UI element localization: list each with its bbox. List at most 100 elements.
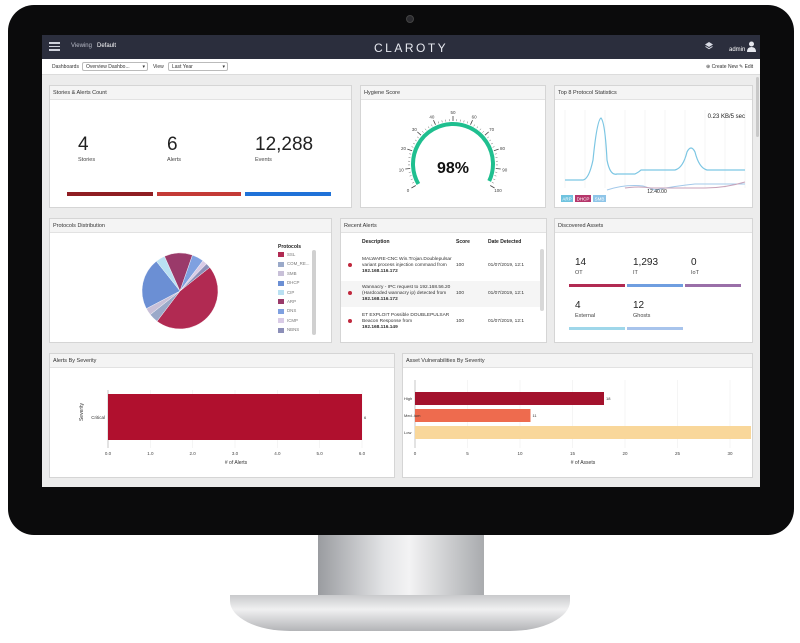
legend-item[interactable]: NBNS	[278, 327, 299, 333]
alert-ip: 192.168.116.149	[362, 325, 398, 330]
alerts-severity-chart: Severity Critical 6 0.0 1.0 2.0 3.0 4.0 5.0 6.0…	[79, 390, 367, 466]
legend-item[interactable]: ARP	[278, 299, 297, 305]
column-score[interactable]: Score	[456, 239, 470, 245]
gauge-tick	[407, 148, 413, 152]
asset-ot-count: 14	[575, 257, 587, 268]
gauge-tick	[489, 139, 492, 142]
legend-dhcp-swatch[interactable]	[575, 195, 591, 202]
alert-date: 01/07/2019, 12:1	[488, 319, 525, 324]
monitor-stand-neck	[318, 535, 484, 597]
dashboard-select[interactable]: Overview Dashbo... ▾	[82, 62, 148, 71]
view-select[interactable]: Last Year ▾	[168, 62, 228, 71]
view-select-value: Last Year	[172, 64, 193, 70]
alerts-stat[interactable]: 6 Alerts	[167, 134, 181, 163]
protocols-legend-title: Protocols	[278, 244, 302, 250]
asset-ot-bar	[569, 284, 625, 287]
hamburger-menu-icon[interactable]	[49, 42, 60, 51]
asset-external[interactable]: 4 External	[575, 300, 595, 319]
gauge-tick-label: 20	[401, 146, 407, 151]
viewing-value[interactable]: Default	[97, 43, 117, 49]
create-new-button[interactable]: ⊕ Create New	[706, 64, 738, 70]
x-tick-label: 3.0	[232, 451, 239, 456]
legend-item[interactable]: SSL	[278, 252, 295, 258]
asset-external-bar	[569, 327, 625, 330]
edit-button[interactable]: ✎ Edit	[739, 64, 754, 70]
column-description[interactable]: Description	[362, 239, 390, 245]
x-tick-label: 30	[727, 451, 733, 456]
x-tick-label: 10	[517, 451, 523, 456]
gauge-tick	[411, 146, 414, 148]
dashboards-label: Dashboards	[52, 64, 79, 70]
stories-label: Stories	[78, 157, 96, 163]
user-name[interactable]: admin	[729, 47, 746, 53]
alerts-by-severity-panel: Alerts By Severity Severity Critical 6 0.…	[49, 353, 395, 478]
x-tick-label: 1.0	[147, 451, 154, 456]
legend-label: DHCP	[287, 280, 300, 286]
table-row[interactable]: MALWARE-CNC Win.Trojan.Doublepulsar vari…	[341, 253, 541, 279]
asset-external-count: 4	[575, 300, 581, 311]
asset-it[interactable]: 1,293 IT	[633, 257, 658, 276]
legend-item[interactable]: DHCP	[278, 280, 300, 286]
rate-label: 0.23 KB/5 sec	[708, 114, 745, 120]
alert-score: 100	[456, 319, 465, 324]
gauge-arc	[411, 122, 495, 185]
stories-stat[interactable]: 4 Stories	[78, 134, 95, 163]
column-date-detected[interactable]: Date Detected	[488, 239, 522, 245]
x-tick-label: 25	[675, 451, 681, 456]
legend-swatch	[278, 280, 284, 286]
legend-item[interactable]: SMB	[278, 271, 297, 277]
events-stat[interactable]: 12,288 Events	[255, 134, 313, 163]
gauge-tick	[424, 128, 427, 131]
protocol-statistics-panel: Top 8 Protocol Statistics 0.23 KB/5 sec …	[554, 85, 753, 208]
gauge-tick-label: 70	[489, 127, 495, 132]
panel-title: Alerts By Severity	[50, 354, 394, 368]
legend-label: ARP	[287, 299, 297, 304]
gauge-tick	[493, 178, 496, 180]
legend-label: CIP	[287, 289, 295, 295]
alerts-scrollbar[interactable]	[540, 249, 544, 311]
legend-scrollbar[interactable]	[312, 250, 316, 335]
camera-icon	[406, 15, 414, 23]
gauge-tick-label: 80	[500, 146, 506, 151]
asset-vulnerabilities-panel: Asset Vulnerabilities By Severity High 18…	[402, 353, 753, 478]
gauge-tick	[413, 142, 415, 145]
legend-item[interactable]: DNS	[278, 308, 296, 314]
x-tick-label: 20	[622, 451, 628, 456]
panel-title: Asset Vulnerabilities By Severity	[403, 354, 752, 368]
asset-iot[interactable]: 0 IoT	[691, 257, 699, 276]
legend-smb-swatch[interactable]	[593, 195, 606, 202]
gauge-tick	[494, 175, 497, 177]
asset-ghosts-label: Ghosts	[633, 313, 651, 319]
x-tick-label: 5.0	[317, 451, 324, 456]
gauge-tick	[417, 136, 419, 139]
legend-arp-swatch[interactable]	[561, 195, 573, 202]
alert-severity-icon	[348, 263, 352, 267]
gauge-tick-labels: 0 10 20 30 40 50 60 70 80 90 100	[399, 110, 508, 193]
events-count: 12,288	[255, 134, 314, 155]
gauge-tick	[412, 182, 415, 184]
layers-icon[interactable]	[704, 41, 714, 51]
protocol-line-chart: 0.23 KB/5 sec 12.40.00 ARP DHCP SMB	[561, 110, 746, 202]
user-icon[interactable]	[747, 41, 756, 52]
legend-swatch	[278, 261, 284, 267]
legend-item[interactable]: CIP	[278, 290, 294, 295]
table-row[interactable]: ET EXPLOIT Possible DOUBLEPULSAR Beacon …	[341, 309, 541, 335]
y-tick-label: High	[404, 396, 412, 401]
table-row[interactable]: Wannacry - IPC request to 192.168.56.20 …	[341, 281, 541, 307]
bar-low	[415, 426, 751, 439]
view-label: View	[153, 64, 164, 70]
gauge-tick	[490, 185, 495, 189]
page-scrollbar[interactable]	[756, 77, 759, 137]
x-axis-label: # of Alerts	[225, 460, 248, 466]
gauge-tick	[482, 131, 484, 133]
asset-external-label: External	[575, 313, 596, 319]
gauge-tick	[470, 119, 473, 125]
dashboard-select-value: Overview Dashbo...	[86, 64, 130, 70]
asset-ghosts[interactable]: 12 Ghosts	[633, 300, 650, 319]
legend-item[interactable]: ICMP	[278, 318, 298, 324]
gauge-tick	[473, 124, 475, 127]
asset-ot[interactable]: 14 OT	[575, 257, 586, 276]
gauge-tick	[438, 121, 440, 124]
legend-item[interactable]: COM_RE...	[278, 261, 309, 267]
x-tick-label: 0	[414, 451, 417, 456]
